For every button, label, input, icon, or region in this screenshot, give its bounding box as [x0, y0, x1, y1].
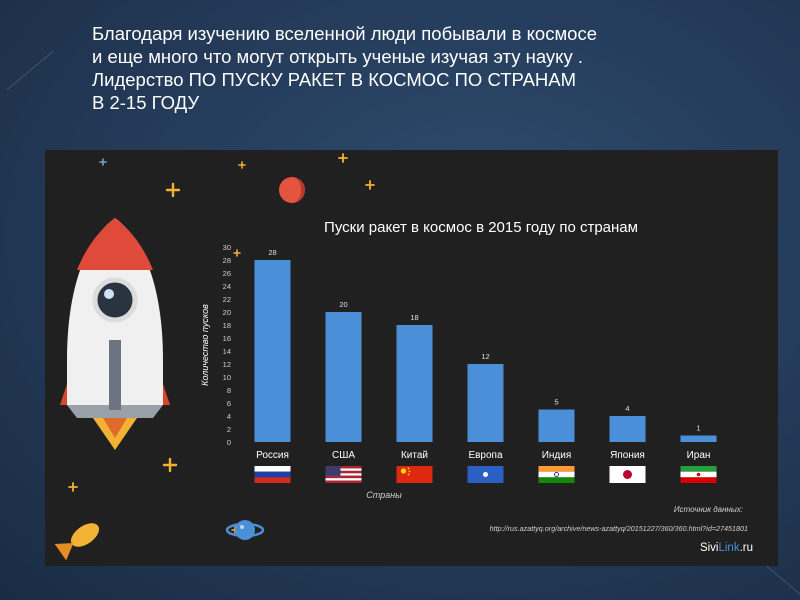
y-tick-label: 30	[223, 243, 231, 252]
y-tick-label: 8	[227, 386, 231, 395]
y-tick-label: 0	[227, 438, 231, 447]
rocket-illustration	[60, 218, 170, 450]
category-label: Япония	[610, 450, 645, 461]
star-icon	[99, 158, 107, 166]
star-icon	[365, 180, 375, 190]
y-tick-label: 22	[223, 295, 231, 304]
brand-highlight: Link	[718, 542, 739, 554]
y-tick-label: 26	[223, 269, 231, 278]
y-tick-label: 24	[223, 282, 231, 291]
y-tick-label: 16	[223, 334, 231, 343]
category-label: Китай	[401, 450, 428, 461]
x-axis-label: Страны	[366, 490, 402, 500]
bar-США	[325, 312, 362, 442]
category-label: Иран	[687, 450, 711, 461]
y-tick-label: 14	[223, 347, 231, 356]
source-url: http://rus.azattyq.org/archive/news-azat…	[490, 524, 748, 533]
brand-prefix: Sivi	[700, 542, 719, 554]
heading-line-3: Лидерство ПО ПУСКУ РАКЕТ В КОСМОС ПО СТР…	[92, 69, 577, 90]
bar-value-label: 12	[481, 352, 489, 361]
bar-value-label: 4	[625, 404, 629, 413]
y-tick-label: 28	[223, 256, 231, 265]
slide-heading: Благодаря изучению вселенной люди побыва…	[92, 22, 772, 114]
planet-orange-icon	[279, 177, 305, 203]
heading-line-4: В 2-15 ГОДУ	[92, 92, 200, 113]
category-label: Россия	[256, 450, 289, 461]
y-tick-label: 4	[227, 412, 231, 421]
y-tick-label: 18	[223, 321, 231, 330]
star-icon	[233, 249, 241, 257]
bar-Индия	[538, 409, 575, 442]
heading-line-2: и еще много что могут открыть ученые изу…	[92, 46, 583, 67]
source-label: Источник данных:	[674, 505, 743, 514]
star-icon	[68, 482, 78, 492]
bar-value-label: 5	[554, 398, 558, 407]
bar-value-label: 20	[339, 300, 347, 309]
china-flag-icon	[396, 466, 433, 483]
y-axis-label: Количество пусков	[200, 304, 210, 386]
eu-flag-icon	[467, 466, 504, 483]
star-icon	[165, 182, 181, 198]
chart-title: Пуски ракет в космос в 2015 году по стра…	[324, 219, 638, 236]
star-icon	[338, 153, 348, 163]
category-label: Европа	[468, 450, 503, 461]
country-flags	[254, 466, 717, 483]
bar-value-label: 18	[410, 313, 418, 322]
comet-icon	[54, 523, 100, 561]
bar-series	[254, 260, 717, 442]
category-labels: Россия США Китай Европа Индия Япония Иран	[256, 450, 710, 461]
japan-flag-icon	[609, 466, 646, 483]
heading-line-1: Благодаря изучению вселенной люди побыва…	[92, 23, 598, 44]
y-tick-label: 2	[227, 425, 231, 434]
bar-value-label: 28	[268, 248, 276, 257]
chart-panel: Пуски ракет в космос в 2015 году по стра…	[45, 150, 778, 566]
category-label: Индия	[542, 450, 572, 461]
bar-value-label: 1	[696, 424, 700, 433]
category-label: США	[332, 450, 355, 461]
usa-flag-icon	[325, 466, 362, 483]
brand-suffix: .ru	[740, 542, 753, 554]
ringed-planet-icon	[225, 520, 265, 540]
y-tick-label: 20	[223, 308, 231, 317]
iran-flag-icon	[680, 466, 717, 483]
planet-crescent-icon	[292, 177, 305, 203]
bar-data-labels: 28 20 18 12 5 4 1	[268, 248, 700, 433]
bar-Иран	[680, 435, 717, 442]
space-decorations	[54, 153, 375, 561]
y-tick-label: 10	[223, 373, 231, 382]
bar-Япония	[609, 416, 646, 442]
brand-logo: SiviLink.ru	[700, 542, 753, 554]
russia-flag-icon	[254, 466, 291, 483]
india-flag-icon	[538, 466, 575, 483]
rocket-launch-chart: Пуски ракет в космос в 2015 году по стра…	[54, 153, 753, 561]
bar-Китай	[396, 325, 433, 442]
star-icon	[238, 161, 246, 169]
decor-line-top-left	[6, 50, 54, 91]
star-icon	[162, 457, 178, 473]
y-tick-label: 6	[227, 399, 231, 408]
y-tick-label: 12	[223, 360, 231, 369]
bar-Европа	[467, 364, 504, 442]
bar-Россия	[254, 260, 291, 442]
